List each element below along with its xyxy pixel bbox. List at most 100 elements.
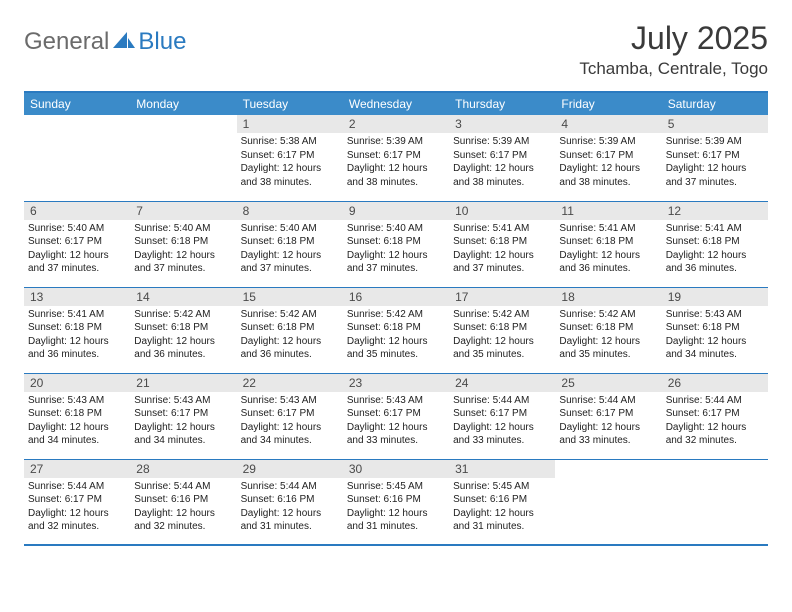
sunrise-line: Sunrise: 5:43 AM: [241, 394, 339, 408]
day-header: Saturday: [662, 92, 768, 115]
sunrise-line: Sunrise: 5:42 AM: [347, 308, 445, 322]
sunset-line: Sunset: 6:18 PM: [453, 321, 551, 335]
daylight-line: Daylight: 12 hours and 37 minutes.: [453, 249, 551, 276]
day-info: Sunrise: 5:43 AMSunset: 6:18 PMDaylight:…: [662, 306, 768, 364]
day-number: 31: [449, 460, 555, 478]
day-info: Sunrise: 5:42 AMSunset: 6:18 PMDaylight:…: [237, 306, 343, 364]
sunset-line: Sunset: 6:18 PM: [28, 321, 126, 335]
day-cell: 26Sunrise: 5:44 AMSunset: 6:17 PMDayligh…: [662, 373, 768, 459]
sunrise-line: Sunrise: 5:42 AM: [453, 308, 551, 322]
day-cell: 10Sunrise: 5:41 AMSunset: 6:18 PMDayligh…: [449, 201, 555, 287]
logo-text-general: General: [24, 28, 109, 56]
day-info: Sunrise: 5:42 AMSunset: 6:18 PMDaylight:…: [555, 306, 661, 364]
sunset-line: Sunset: 6:17 PM: [241, 407, 339, 421]
daylight-line: Daylight: 12 hours and 32 minutes.: [666, 421, 764, 448]
sunset-line: Sunset: 6:18 PM: [134, 321, 232, 335]
day-number: 22: [237, 374, 343, 392]
day-cell: 29Sunrise: 5:44 AMSunset: 6:16 PMDayligh…: [237, 459, 343, 545]
sunrise-line: Sunrise: 5:40 AM: [347, 222, 445, 236]
day-cell: 12Sunrise: 5:41 AMSunset: 6:18 PMDayligh…: [662, 201, 768, 287]
day-number: 9: [343, 202, 449, 220]
sunset-line: Sunset: 6:18 PM: [241, 235, 339, 249]
sunrise-line: Sunrise: 5:40 AM: [28, 222, 126, 236]
title-block: July 2025 Tchamba, Centrale, Togo: [579, 20, 768, 79]
day-number: 5: [662, 115, 768, 133]
day-cell: 7Sunrise: 5:40 AMSunset: 6:18 PMDaylight…: [130, 201, 236, 287]
day-info: Sunrise: 5:40 AMSunset: 6:18 PMDaylight:…: [130, 220, 236, 278]
month-title: July 2025: [579, 20, 768, 57]
sunrise-line: Sunrise: 5:44 AM: [134, 480, 232, 494]
sunrise-line: Sunrise: 5:43 AM: [666, 308, 764, 322]
sunset-line: Sunset: 6:17 PM: [28, 493, 126, 507]
daylight-line: Daylight: 12 hours and 37 minutes.: [666, 162, 764, 189]
sunrise-line: Sunrise: 5:39 AM: [559, 135, 657, 149]
week-row: 13Sunrise: 5:41 AMSunset: 6:18 PMDayligh…: [24, 287, 768, 373]
day-info: Sunrise: 5:43 AMSunset: 6:17 PMDaylight:…: [343, 392, 449, 450]
day-number: 25: [555, 374, 661, 392]
daylight-line: Daylight: 12 hours and 36 minutes.: [666, 249, 764, 276]
day-cell: 8Sunrise: 5:40 AMSunset: 6:18 PMDaylight…: [237, 201, 343, 287]
sunset-line: Sunset: 6:18 PM: [241, 321, 339, 335]
sunset-line: Sunset: 6:16 PM: [453, 493, 551, 507]
day-number: 15: [237, 288, 343, 306]
day-info: Sunrise: 5:41 AMSunset: 6:18 PMDaylight:…: [662, 220, 768, 278]
day-cell: 2Sunrise: 5:39 AMSunset: 6:17 PMDaylight…: [343, 115, 449, 201]
daylight-line: Daylight: 12 hours and 38 minutes.: [453, 162, 551, 189]
logo-text-blue: Blue: [138, 28, 186, 56]
day-cell: [24, 115, 130, 201]
daylight-line: Daylight: 12 hours and 31 minutes.: [241, 507, 339, 534]
day-number: 16: [343, 288, 449, 306]
sunrise-line: Sunrise: 5:44 AM: [666, 394, 764, 408]
day-cell: 28Sunrise: 5:44 AMSunset: 6:16 PMDayligh…: [130, 459, 236, 545]
day-number: 6: [24, 202, 130, 220]
daylight-line: Daylight: 12 hours and 32 minutes.: [134, 507, 232, 534]
daylight-line: Daylight: 12 hours and 31 minutes.: [453, 507, 551, 534]
week-row: 1Sunrise: 5:38 AMSunset: 6:17 PMDaylight…: [24, 115, 768, 201]
day-cell: 30Sunrise: 5:45 AMSunset: 6:16 PMDayligh…: [343, 459, 449, 545]
daylight-line: Daylight: 12 hours and 32 minutes.: [28, 507, 126, 534]
day-cell: 16Sunrise: 5:42 AMSunset: 6:18 PMDayligh…: [343, 287, 449, 373]
day-info: Sunrise: 5:39 AMSunset: 6:17 PMDaylight:…: [343, 133, 449, 191]
sunset-line: Sunset: 6:18 PM: [559, 321, 657, 335]
day-number: 4: [555, 115, 661, 133]
sunrise-line: Sunrise: 5:41 AM: [453, 222, 551, 236]
calendar-table: SundayMondayTuesdayWednesdayThursdayFrid…: [24, 91, 768, 546]
day-cell: 15Sunrise: 5:42 AMSunset: 6:18 PMDayligh…: [237, 287, 343, 373]
sunrise-line: Sunrise: 5:41 AM: [28, 308, 126, 322]
day-info: Sunrise: 5:43 AMSunset: 6:17 PMDaylight:…: [237, 392, 343, 450]
sunset-line: Sunset: 6:18 PM: [134, 235, 232, 249]
daylight-line: Daylight: 12 hours and 34 minutes.: [134, 421, 232, 448]
day-cell: 23Sunrise: 5:43 AMSunset: 6:17 PMDayligh…: [343, 373, 449, 459]
sunset-line: Sunset: 6:17 PM: [347, 407, 445, 421]
sunset-line: Sunset: 6:17 PM: [241, 149, 339, 163]
day-info: Sunrise: 5:45 AMSunset: 6:16 PMDaylight:…: [343, 478, 449, 536]
sunrise-line: Sunrise: 5:44 AM: [559, 394, 657, 408]
sunrise-line: Sunrise: 5:43 AM: [28, 394, 126, 408]
daylight-line: Daylight: 12 hours and 35 minutes.: [559, 335, 657, 362]
daylight-line: Daylight: 12 hours and 38 minutes.: [559, 162, 657, 189]
day-info: Sunrise: 5:44 AMSunset: 6:17 PMDaylight:…: [449, 392, 555, 450]
sunrise-line: Sunrise: 5:42 AM: [241, 308, 339, 322]
sunrise-line: Sunrise: 5:44 AM: [453, 394, 551, 408]
day-cell: 22Sunrise: 5:43 AMSunset: 6:17 PMDayligh…: [237, 373, 343, 459]
day-cell: 24Sunrise: 5:44 AMSunset: 6:17 PMDayligh…: [449, 373, 555, 459]
sunrise-line: Sunrise: 5:41 AM: [666, 222, 764, 236]
day-cell: 14Sunrise: 5:42 AMSunset: 6:18 PMDayligh…: [130, 287, 236, 373]
sunrise-line: Sunrise: 5:40 AM: [241, 222, 339, 236]
day-info: Sunrise: 5:44 AMSunset: 6:17 PMDaylight:…: [662, 392, 768, 450]
sunrise-line: Sunrise: 5:40 AM: [134, 222, 232, 236]
daylight-line: Daylight: 12 hours and 34 minutes.: [28, 421, 126, 448]
daylight-line: Daylight: 12 hours and 35 minutes.: [453, 335, 551, 362]
day-number: 14: [130, 288, 236, 306]
sunset-line: Sunset: 6:17 PM: [453, 407, 551, 421]
daylight-line: Daylight: 12 hours and 33 minutes.: [347, 421, 445, 448]
day-header-row: SundayMondayTuesdayWednesdayThursdayFrid…: [24, 92, 768, 115]
daylight-line: Daylight: 12 hours and 37 minutes.: [134, 249, 232, 276]
day-info: Sunrise: 5:42 AMSunset: 6:18 PMDaylight:…: [343, 306, 449, 364]
daylight-line: Daylight: 12 hours and 36 minutes.: [28, 335, 126, 362]
day-info: Sunrise: 5:39 AMSunset: 6:17 PMDaylight:…: [555, 133, 661, 191]
header: General Blue July 2025 Tchamba, Centrale…: [24, 20, 768, 79]
day-info: Sunrise: 5:43 AMSunset: 6:18 PMDaylight:…: [24, 392, 130, 450]
sunrise-line: Sunrise: 5:44 AM: [241, 480, 339, 494]
sunset-line: Sunset: 6:17 PM: [453, 149, 551, 163]
